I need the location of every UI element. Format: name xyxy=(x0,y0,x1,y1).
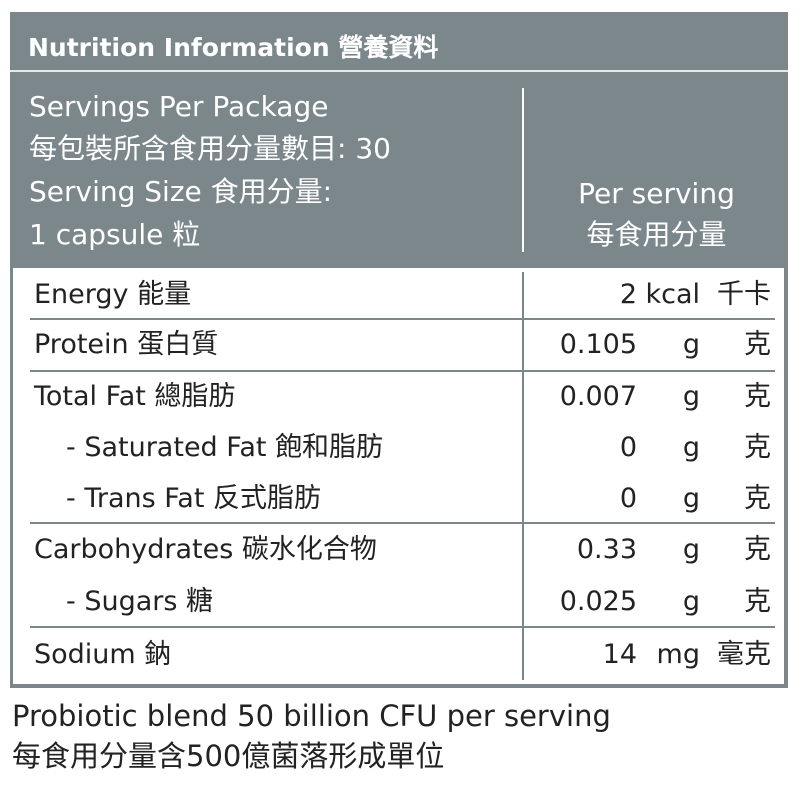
unit: g xyxy=(682,534,700,565)
nutrient-table xyxy=(13,268,784,684)
unit: g xyxy=(682,329,700,360)
divider xyxy=(522,88,524,252)
divider xyxy=(10,70,788,72)
nutrient-label: - Sugars 糖 xyxy=(66,586,214,617)
unit: kcal xyxy=(645,279,700,310)
per-serving: Per serving xyxy=(578,177,735,210)
nutrient-label: Energy 能量 xyxy=(34,279,192,310)
unit-zh: 克 xyxy=(744,381,771,412)
nutrient-label: Sodium 鈉 xyxy=(34,639,172,670)
nutrient-label: Protein 蛋白質 xyxy=(34,329,219,360)
unit-zh: 毫克 xyxy=(717,639,771,670)
unit-zh: 克 xyxy=(744,432,771,463)
amount: 0.025 xyxy=(559,586,637,617)
unit-zh: 千卡 xyxy=(717,279,771,310)
unit-zh: 克 xyxy=(744,586,771,617)
nutrient-label: - Saturated Fat 飽和脂肪 xyxy=(66,432,384,463)
amount: 0.33 xyxy=(576,534,637,565)
row-divider xyxy=(30,522,775,524)
footnote: 每食用分量含500億菌落形成單位 xyxy=(12,739,445,773)
serving-line: 每包裝所含食用分量數目: 30 xyxy=(29,132,391,165)
amount: 0 xyxy=(619,483,637,514)
amount: 0.007 xyxy=(559,381,637,412)
unit-zh: 克 xyxy=(744,534,771,565)
unit-zh: 克 xyxy=(744,483,771,514)
unit: mg xyxy=(656,639,700,670)
footnote: Probiotic blend 50 billion CFU per servi… xyxy=(12,699,611,733)
nutrient-label: Total Fat 總脂肪 xyxy=(34,381,236,412)
amount: 2 xyxy=(619,279,637,310)
amount: 0.105 xyxy=(559,329,637,360)
nutrient-label: Carbohydrates 碳水化合物 xyxy=(34,534,377,565)
unit-zh: 克 xyxy=(744,329,771,360)
nutrient-label: - Trans Fat 反式脂肪 xyxy=(66,483,322,514)
serving-line: 1 capsule 粒 xyxy=(29,218,201,251)
divider xyxy=(522,272,524,680)
per-serving: 每食用分量 xyxy=(586,218,727,251)
unit: g xyxy=(682,381,700,412)
unit: g xyxy=(682,483,700,514)
row-divider xyxy=(30,626,775,628)
title: Nutrition Information 營養資料 xyxy=(28,33,439,62)
unit: g xyxy=(682,586,700,617)
unit: g xyxy=(682,432,700,463)
serving-line: Serving Size 食用分量: xyxy=(29,175,333,208)
amount: 14 xyxy=(602,639,637,670)
row-divider xyxy=(30,318,775,320)
amount: 0 xyxy=(619,432,637,463)
row-divider xyxy=(30,370,775,372)
serving-line: Servings Per Package xyxy=(29,90,329,123)
